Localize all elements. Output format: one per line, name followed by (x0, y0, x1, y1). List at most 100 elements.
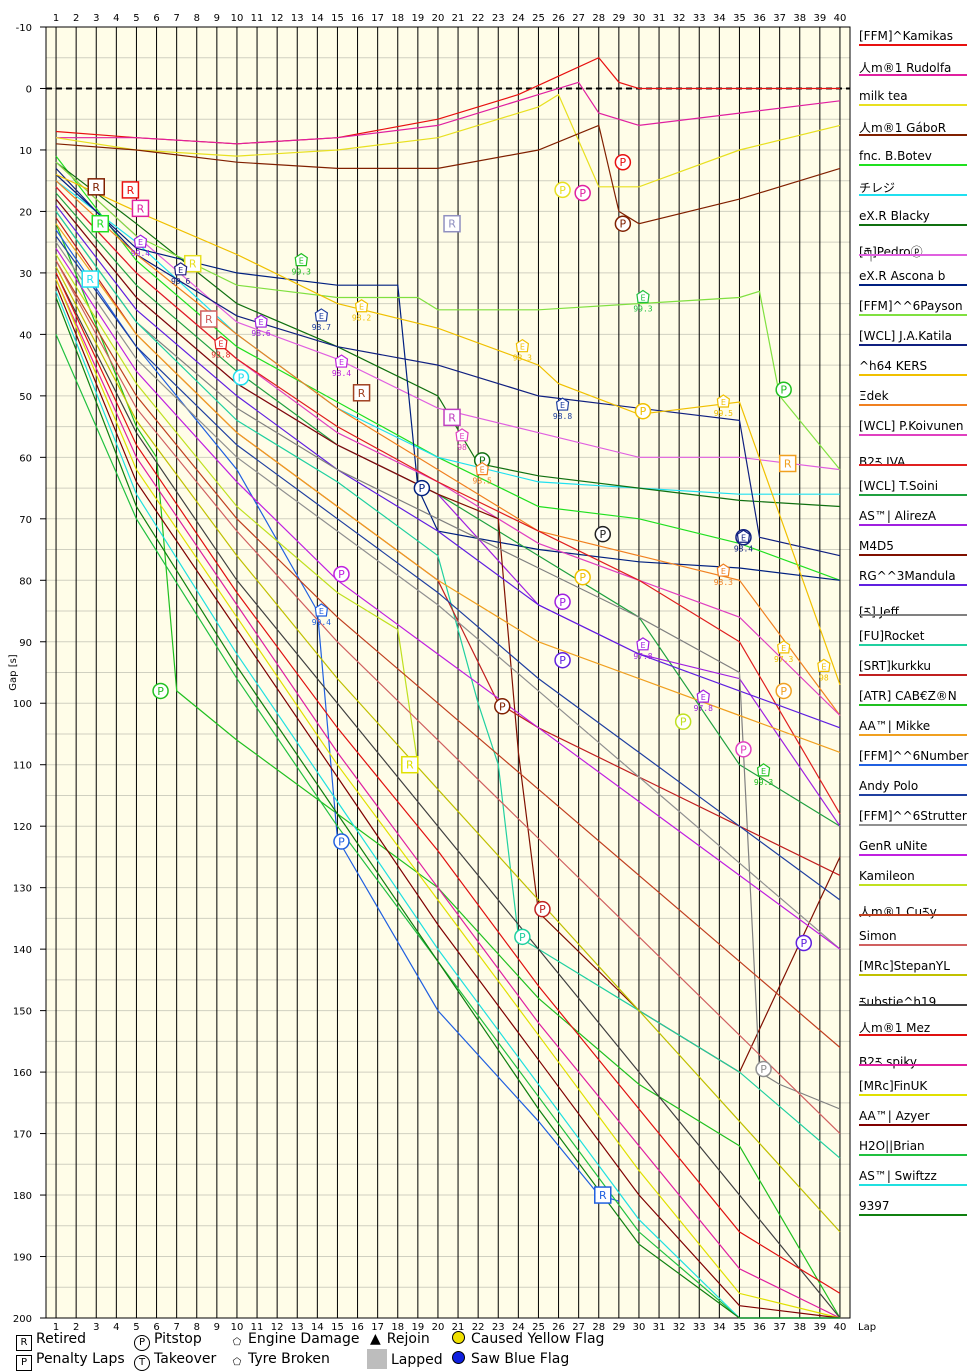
legend-color-bar (859, 284, 967, 286)
marker-symbol: P (780, 685, 787, 698)
engine-damage-value: 98.8 (553, 412, 572, 421)
legend-item: 人‌m®1 GáboR (859, 119, 969, 136)
series-line (55, 260, 841, 1135)
marker-symbol: R (448, 411, 456, 424)
x-tick-label-bottom: 12 (271, 1322, 284, 1333)
marker-symbol: R (599, 1189, 607, 1202)
engine-damage-marker (174, 262, 188, 276)
x-tick-label-top: 28 (592, 13, 605, 24)
x-tick-label-top: 16 (351, 13, 364, 24)
x-tick-label-top: 9 (214, 13, 220, 24)
pitstop-marker (554, 651, 571, 669)
key-pitstop: P Pitstop (134, 1331, 202, 1351)
key-retired-label: Retired (36, 1331, 87, 1347)
pitstop-marker (554, 181, 571, 199)
legend-item-label: B2ར IVA (859, 455, 906, 469)
engine-damage-value: 98.3 (513, 354, 532, 363)
marker-symbol: P (559, 184, 566, 197)
series-line (55, 180, 840, 495)
y-tick-label: 40 (19, 330, 32, 341)
x-tick-label-top: 8 (194, 13, 200, 24)
legend-item-label: [ATR] CAB€Z®N (859, 689, 957, 703)
marker-symbol: P (539, 903, 546, 916)
penalty-laps-icon: P (16, 1355, 32, 1371)
legend-item-label: Kamileon (859, 869, 915, 883)
legend-color-bar (859, 764, 967, 766)
series-line (55, 241, 841, 950)
legend-color-bar (859, 1094, 967, 1096)
x-tick-label-top: 13 (291, 13, 304, 24)
x-tick-label-top: 10 (231, 13, 244, 24)
engine-damage-symbol: E (218, 340, 223, 349)
x-tick-label-bottom: 4 (113, 1322, 119, 1333)
engine-damage-symbol: E (640, 293, 645, 302)
series-line (55, 173, 841, 686)
x-tick-label-bottom: 21 (452, 1322, 465, 1333)
legend-item: [WCL] P.Koivunen (859, 419, 969, 436)
x-tick-label-top: 4 (113, 13, 119, 24)
legend-item-label: AS™| AlirezA (859, 509, 937, 523)
legend-item-label: 人‌m®1 Rudolfa (859, 61, 952, 75)
x-tick-label-top: 33 (693, 13, 706, 24)
engine-damage-symbol: E (319, 312, 324, 321)
legend-color-bar (859, 1124, 967, 1126)
retired-marker (443, 214, 461, 233)
pitstop-icon: P (134, 1335, 150, 1351)
marker-symbol: P (680, 716, 687, 729)
series-line (55, 297, 840, 1319)
legend-item: 人‌m®1 Cuརy (859, 899, 969, 933)
x-tick-label-top: 23 (492, 13, 505, 24)
key-saw-blue-flag: Saw Blue Flag (452, 1351, 569, 1367)
retired-marker (594, 1186, 612, 1204)
x-tick-label-bottom: 38 (793, 1322, 806, 1333)
y-tick-label: 60 (19, 453, 32, 464)
legend-item: [WCL] J.A.Katila (859, 329, 969, 346)
legend-color-bar (859, 914, 967, 916)
marker-symbol: P (559, 654, 566, 667)
y-axis-label: Gap [s] (8, 654, 19, 691)
legend-item-label: [MRc]StepanYL (859, 959, 950, 973)
y-tick-label: 180 (13, 1191, 32, 1202)
engine-damage-value: 98.4 (332, 369, 351, 378)
legend-item: AS™| AlirezA (859, 509, 969, 526)
key-takeover-label: Takeover (154, 1351, 217, 1367)
key-lapped-label: Lapped (391, 1352, 443, 1368)
engine-damage-marker (455, 428, 469, 442)
marker-symbol: P (338, 836, 345, 849)
x-tick-label-top: 37 (773, 13, 786, 24)
y-tick-label: 110 (13, 761, 32, 772)
engine-damage-marker (354, 298, 369, 313)
x-tick-label-bottom: 7 (173, 1322, 179, 1333)
legend-color-bar (859, 554, 967, 556)
yellow-flag-icon (452, 1331, 465, 1344)
x-tick-label-top: 6 (153, 13, 159, 24)
legend-color-bar (859, 494, 967, 496)
legend-item-label: [ར] Jeff (859, 605, 899, 619)
x-tick-label-bottom: 9 (214, 1322, 220, 1333)
key-takeover: T Takeover (134, 1351, 216, 1371)
legend-item-label: RG^^3Mandula (859, 569, 956, 583)
legend-color-bar (859, 614, 967, 616)
engine-damage-symbol: E (460, 432, 465, 441)
x-tick-label-top: 7 (173, 13, 179, 24)
legend-color-bar (859, 254, 967, 256)
series-line (55, 272, 841, 1319)
series-line (55, 254, 419, 765)
y-tick-label: 200 (13, 1314, 32, 1325)
series-line (55, 161, 841, 471)
legend-item-label: チレジ (859, 181, 896, 195)
engine-damage-icon: ⬠ (232, 1337, 242, 1348)
series-line (56, 81, 841, 145)
legend-item-label: eX.R Blacky (859, 209, 930, 223)
x-tick-label-bottom: 34 (713, 1322, 726, 1333)
engine-damage-marker (475, 461, 489, 476)
legend-color-bar (859, 1184, 967, 1186)
engine-damage-symbol: E (721, 398, 726, 407)
plot-frame (45, 26, 851, 1319)
legend-item: [MRc]StepanYL (859, 959, 969, 976)
pitstop-marker (574, 568, 591, 586)
x-axis-label: Lap (858, 1322, 876, 1333)
engine-damage-marker (254, 314, 268, 328)
series-line (55, 204, 841, 729)
legend-item: 人‌m®1 Mez (859, 1019, 969, 1036)
